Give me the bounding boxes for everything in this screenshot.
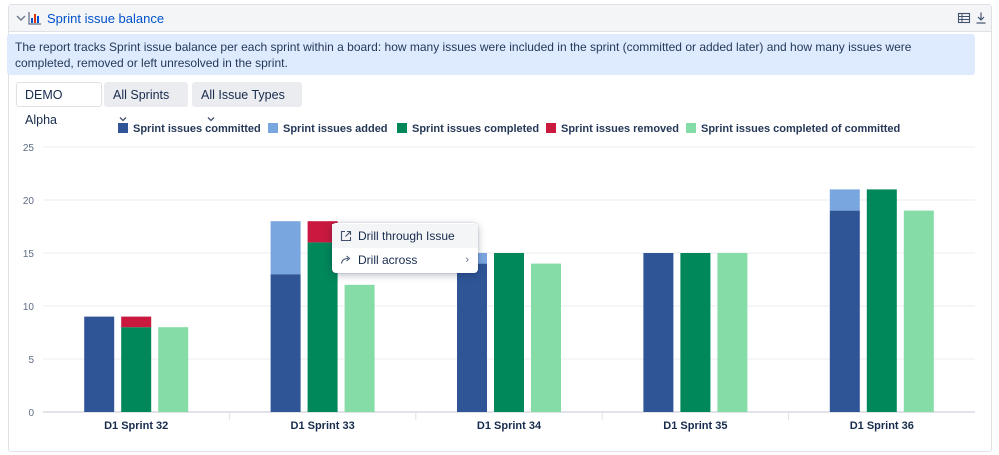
legend-label: Sprint issues added	[283, 123, 388, 135]
bar-sprint-issues-completed-of-committed	[158, 327, 189, 412]
context-menu: Drill through Issue Drill across ›	[332, 223, 478, 273]
legend-label: Sprint issues committed	[133, 123, 261, 135]
bar-sprint-issues-removed	[121, 316, 152, 328]
legend-swatch	[397, 123, 407, 133]
report-description: The report tracks Sprint issue balance p…	[7, 34, 975, 75]
y-tick-label: 25	[23, 143, 35, 154]
bar-sprint-issues-completed	[866, 189, 897, 412]
legend-label: Sprint issues removed	[561, 123, 679, 135]
x-tick-label: D1 Sprint 35	[663, 420, 727, 432]
bar-chart-icon	[28, 12, 41, 25]
bar-sprint-issues-committed	[270, 274, 301, 412]
bar-sprint-issues-committed	[643, 253, 674, 412]
bar-sprint-issues-committed	[457, 263, 487, 412]
bar-sprint-issues-added	[829, 189, 860, 211]
bar-sprint-issues-removed	[307, 221, 338, 243]
issue-types-filter[interactable]: All Issue Types	[192, 82, 302, 122]
legend-label: Sprint issues completed	[412, 123, 539, 135]
legend-swatch	[268, 123, 278, 133]
drill-through-issue-label: Drill through Issue	[358, 229, 455, 243]
bar-sprint-issues-completed-of-committed	[344, 284, 375, 412]
report-header: Sprint issue balance	[9, 5, 991, 32]
table-icon[interactable]	[957, 11, 971, 25]
y-tick-label: 15	[23, 249, 35, 260]
sprints-filter[interactable]: All Sprints	[104, 82, 188, 122]
download-icon[interactable]	[974, 11, 988, 25]
bar-sprint-issues-completed	[680, 253, 711, 412]
chevron-right-icon: ›	[465, 254, 469, 266]
share-arrow-icon	[340, 255, 351, 264]
bar-sprint-issues-completed-of-committed	[717, 253, 748, 412]
x-tick-label: D1 Sprint 34	[477, 420, 542, 432]
x-tick-label: D1 Sprint 32	[104, 420, 168, 432]
x-tick-label: D1 Sprint 36	[850, 420, 914, 432]
bar-sprint-issues-committed	[84, 316, 115, 412]
sprints-filter-label: All Sprints	[113, 88, 170, 102]
chevron-down-icon[interactable]	[15, 12, 27, 24]
x-tick-label: D1 Sprint 33	[291, 420, 355, 432]
y-tick-label: 0	[28, 408, 34, 419]
y-tick-label: 10	[23, 302, 35, 313]
bar-sprint-issues-added	[270, 221, 301, 275]
legend-swatch	[118, 123, 128, 133]
drill-across-label: Drill across	[358, 253, 418, 267]
legend-swatch	[686, 123, 696, 133]
legend-label: Sprint issues completed of committed	[701, 123, 900, 135]
bar-sprint-issues-committed	[829, 210, 860, 412]
bar-sprint-issues-completed-of-committed	[531, 263, 561, 412]
board-filter[interactable]: DEMO Alpha	[16, 82, 102, 127]
report-title[interactable]: Sprint issue balance	[47, 11, 165, 26]
issue-types-filter-label: All Issue Types	[201, 88, 285, 102]
external-link-icon	[340, 230, 352, 242]
chevron-down-icon	[119, 117, 127, 122]
bar-sprint-issues-completed	[494, 253, 524, 412]
bar-sprint-issues-completed	[121, 327, 152, 412]
y-tick-label: 5	[28, 355, 34, 366]
drill-across-item[interactable]: Drill across ›	[332, 248, 478, 272]
y-tick-label: 20	[23, 196, 35, 207]
bar-sprint-issues-completed-of-committed	[903, 210, 934, 412]
chevron-down-icon	[207, 117, 215, 122]
drill-through-issue-item[interactable]: Drill through Issue	[332, 224, 478, 248]
legend-swatch	[546, 123, 556, 133]
